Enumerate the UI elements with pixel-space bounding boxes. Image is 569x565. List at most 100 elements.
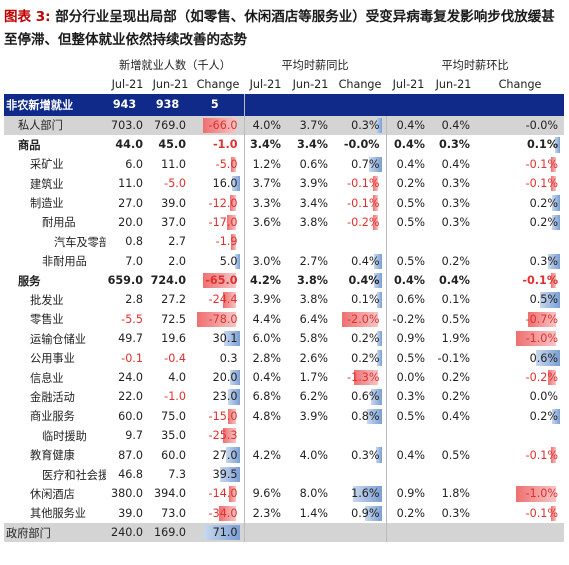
cell-emp: -0.1 (106, 348, 149, 367)
table-row: 运输仓储业 49.7 19.6 30.1 6.0% 5.8% 0.2% 0.9% 1.9% -1.… (4, 329, 564, 349)
cell-emp-change: -65.0 (192, 271, 244, 290)
cell-yoy-change (334, 426, 386, 445)
cell-emp-change: 30.1 (192, 329, 244, 348)
cell-yoy (287, 465, 334, 484)
group-header-employment: 新增就业人数（千人） (119, 58, 231, 72)
cell-value: 0.3% (441, 196, 471, 210)
cell-value: 22.0 (118, 390, 143, 404)
cell-value: -0.2% (525, 371, 559, 385)
cell-yoy-change: 0.7% (334, 155, 386, 174)
cell-mom-change: 0.6% (476, 348, 564, 367)
cell-value: 0.2% (441, 254, 471, 268)
cell-value: -1.0 (213, 138, 238, 152)
cell-value: 0.4% (396, 118, 426, 132)
cell-yoy-change: -0.1% (334, 193, 386, 212)
cell-mom: 0.2% (431, 252, 476, 271)
cell-value: 0.3% (529, 254, 559, 268)
cell-yoy: 2.6% (287, 348, 334, 367)
cell-mom: 0.9% (385, 329, 432, 349)
cell-value: -12.0 (208, 196, 238, 210)
row-label: 公用事业 (30, 352, 75, 366)
cell-yoy: 4.2% (243, 270, 287, 291)
cell-value: -0.1% (347, 177, 380, 191)
cell-value: 0.4% (441, 118, 471, 132)
cell-emp: 6.0 (106, 155, 149, 174)
negative-bar (203, 272, 236, 289)
positive-bar (367, 408, 382, 425)
negative-bar (229, 195, 236, 211)
positive-bar (224, 331, 240, 347)
cell-yoy (243, 232, 287, 252)
cell-value: 0.6% (529, 351, 559, 365)
cell-value: 0.1% (351, 293, 380, 307)
cell-value: 1.7% (299, 371, 328, 385)
row-label: 休闲酒店 (30, 487, 75, 501)
cell-value: -0.0% (525, 118, 559, 132)
cell-mom (431, 426, 476, 445)
cell-mom-change: -0.1% (476, 271, 564, 290)
col-header: Jul-21 (392, 77, 425, 91)
cell-value: 6.8% (252, 390, 281, 404)
cell-value: 7.0 (125, 254, 143, 268)
cell-value: 3.4% (296, 138, 328, 152)
cell-value: 0.5% (396, 254, 426, 268)
cell-emp: 9.7 (106, 426, 149, 445)
cell-value: 0.3% (396, 390, 426, 404)
cell-yoy: 2.7% (287, 252, 334, 271)
cell-emp-change: -14.0 (192, 484, 244, 503)
cell-value: 0.5% (441, 312, 471, 326)
cell-value: -1.9 (215, 235, 238, 249)
cell-yoy: 1.2% (243, 154, 287, 174)
cell-yoy (243, 464, 287, 485)
cell-emp-change: -66.0 (192, 115, 244, 136)
cell-yoy: 6.2% (287, 387, 334, 406)
cell-mom: 0.4% (431, 115, 477, 136)
col-header: Jul-21 (249, 77, 282, 91)
negative-bar (202, 117, 236, 134)
col-header: Change (498, 77, 542, 91)
cell-emp: -5.0 (149, 174, 192, 193)
cell-value: 49.7 (118, 332, 143, 346)
cell-yoy: 4.0% (287, 445, 334, 464)
cell-yoy-change: 0.8% (334, 407, 386, 426)
cell-emp: 45.0 (149, 135, 192, 154)
row-label: 医疗和社会援助 (42, 468, 106, 482)
cell-yoy-change (334, 465, 386, 484)
cell-value: 1.6% (351, 487, 380, 501)
cell-mom (385, 426, 432, 446)
cell-emp: 380.0 (106, 484, 149, 503)
cell-yoy-change: 1.6% (334, 484, 386, 503)
cell-yoy: 3.7% (243, 173, 287, 194)
cell-emp: 943 (106, 93, 149, 116)
cell-emp-change: -25.3 (192, 426, 244, 445)
cell-value: 3.6% (252, 215, 281, 229)
cell-yoy: 3.0% (243, 251, 287, 271)
cell-value: 703.0 (110, 118, 143, 132)
cell-value: -0.1% (522, 274, 559, 288)
cell-value: 0.4% (441, 409, 471, 423)
cell-yoy: 1.4% (287, 504, 334, 523)
positive-bar (374, 272, 382, 289)
row-label: 零售业 (30, 313, 64, 327)
cell-value: 3.4% (249, 138, 281, 152)
cell-mom: -0.1% (431, 348, 476, 367)
cell-value: 2.7 (168, 235, 186, 249)
row-label: 服务 (18, 274, 41, 288)
cell-yoy-change: 0.9% (334, 504, 386, 523)
table-row: 教育健康 87.0 60.0 27.0 4.2% 4.0% 0.3% 0.4% 0.5% -0.1… (4, 445, 564, 465)
col-header: Jul-21 (111, 77, 144, 91)
cell-value: 0.6% (396, 293, 426, 307)
negative-bar (551, 505, 557, 521)
table-row: 采矿业 6.0 11.0 -5.0 1.2% 0.6% 0.7% 0.4% 0.4% -0.1% (4, 154, 564, 174)
positive-bar (229, 369, 240, 386)
cell-value: 27.0 (118, 196, 143, 210)
cell-value: 2.8 (125, 293, 143, 307)
cell-mom: 0.5% (431, 445, 476, 464)
cell-mom-change: -0.7% (476, 310, 564, 329)
cell-yoy: 3.6% (243, 212, 287, 233)
cell-value: 2.7% (299, 254, 328, 268)
cell-value: 4.0% (299, 448, 328, 462)
cell-mom-change: 0.0% (476, 387, 564, 406)
cell-value: 72.5 (161, 312, 186, 326)
cell-value: 8.0% (299, 487, 328, 501)
